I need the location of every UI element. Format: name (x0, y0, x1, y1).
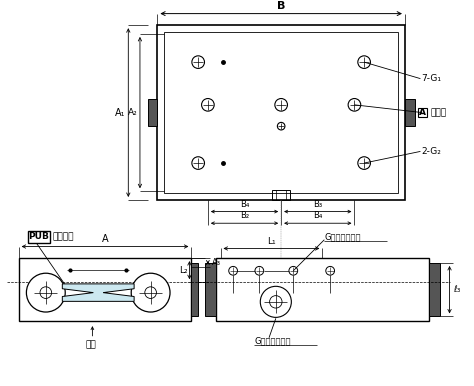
Bar (405, 99, 415, 126)
Text: 2-G₂: 2-G₂ (421, 147, 441, 156)
Bar (18, 258, 191, 321)
Text: 辅助垫片: 辅助垫片 (53, 232, 74, 241)
Bar (205, 263, 216, 317)
Text: G（增压连接）: G（增压连接） (255, 336, 291, 345)
Text: B₄: B₄ (313, 211, 322, 220)
Bar (273, 190, 290, 200)
Text: B₂: B₂ (240, 211, 249, 220)
Text: A₃: A₃ (212, 258, 221, 267)
Circle shape (27, 273, 65, 312)
Bar (429, 263, 440, 317)
Text: A₁: A₁ (115, 108, 126, 118)
Text: A: A (102, 234, 109, 244)
Bar (164, 32, 398, 193)
Text: 密封圈: 密封圈 (430, 108, 446, 117)
Text: PUB: PUB (28, 232, 49, 241)
Text: B₄: B₄ (240, 200, 249, 209)
Text: A: A (419, 108, 426, 117)
Text: B₃: B₃ (313, 200, 322, 209)
Text: L₁: L₁ (267, 237, 276, 245)
Text: 导轨: 导轨 (85, 341, 96, 350)
Text: B: B (277, 1, 285, 11)
Text: 7-G₁: 7-G₁ (421, 74, 441, 83)
Text: L₂: L₂ (179, 266, 188, 275)
Text: ℓ₃: ℓ₃ (454, 285, 461, 294)
Bar (216, 258, 429, 321)
Bar (191, 263, 198, 317)
Bar (28, 231, 50, 243)
Text: G（气压连接）: G（气压连接） (324, 232, 361, 241)
Polygon shape (62, 284, 134, 301)
Bar (148, 99, 157, 126)
Bar (157, 25, 405, 200)
Text: A₂: A₂ (128, 108, 138, 117)
Bar (418, 108, 427, 117)
Circle shape (131, 273, 170, 312)
